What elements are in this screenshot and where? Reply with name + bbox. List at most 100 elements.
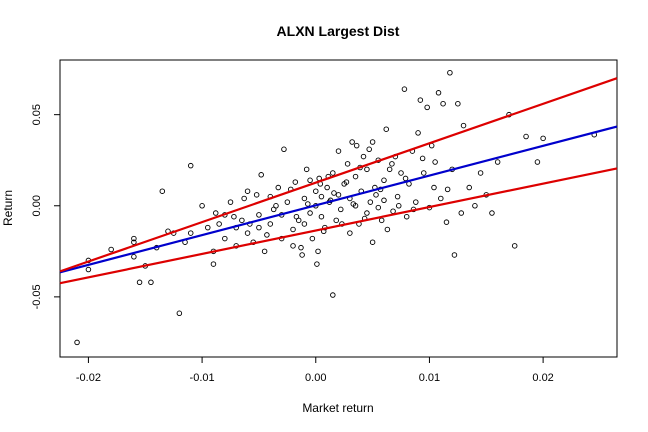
data-point xyxy=(324,184,330,191)
data-point xyxy=(444,186,451,193)
data-point xyxy=(216,221,222,227)
data-point xyxy=(74,339,80,346)
data-point xyxy=(307,177,313,184)
data-point xyxy=(131,254,137,260)
x-tick-label: 0.02 xyxy=(532,372,553,384)
data-point xyxy=(318,193,325,200)
data-point xyxy=(494,159,501,165)
data-point xyxy=(375,204,382,211)
data-point xyxy=(284,199,291,205)
data-point xyxy=(313,188,319,194)
data-point xyxy=(349,139,355,145)
data-point xyxy=(331,190,337,196)
data-point xyxy=(244,188,251,194)
data-point xyxy=(466,184,472,191)
data-point xyxy=(431,184,437,191)
chart-title: ALXN Largest Dist xyxy=(277,23,400,39)
data-point xyxy=(330,170,336,176)
data-point xyxy=(335,192,342,198)
data-point xyxy=(378,217,385,224)
data-point xyxy=(389,161,395,167)
x-tick-label: 0.00 xyxy=(305,372,326,384)
data-point xyxy=(267,221,274,227)
data-point xyxy=(309,235,316,242)
data-point xyxy=(338,206,344,213)
data-point xyxy=(187,230,194,236)
data-point xyxy=(212,210,219,216)
data-point xyxy=(275,184,282,191)
data-point xyxy=(366,146,372,153)
data-point xyxy=(199,203,205,209)
data-point xyxy=(222,235,228,242)
data-point xyxy=(477,170,484,176)
data-point xyxy=(231,213,237,220)
data-point xyxy=(424,104,430,111)
data-point xyxy=(534,159,541,165)
data-point xyxy=(458,210,465,216)
data-point xyxy=(419,155,426,162)
data-point xyxy=(451,252,458,258)
data-point xyxy=(373,192,379,198)
data-point xyxy=(489,210,495,216)
x-tick-label: -0.02 xyxy=(76,372,101,384)
data-point xyxy=(369,239,376,245)
data-point xyxy=(333,217,339,224)
x-axis-label: Market return xyxy=(302,401,373,415)
data-point xyxy=(108,246,114,253)
data-point xyxy=(85,266,92,273)
data-point xyxy=(401,86,408,92)
data-point xyxy=(438,195,444,202)
y-tick-label: 0.05 xyxy=(31,104,43,125)
x-axis: -0.02 -0.01 0.00 0.01 0.02 xyxy=(76,357,554,384)
data-point xyxy=(290,243,296,249)
data-point xyxy=(347,230,353,236)
data-point xyxy=(258,172,264,178)
data-point xyxy=(421,170,427,176)
data-point xyxy=(159,188,166,194)
data-point xyxy=(413,199,419,205)
data-point xyxy=(303,166,310,173)
data-point xyxy=(315,248,321,255)
data-point xyxy=(136,279,143,286)
data-point xyxy=(353,142,360,149)
data-point xyxy=(390,208,396,214)
data-point xyxy=(239,217,245,224)
y-axis: -0.05 0.00 0.05 xyxy=(31,104,60,309)
data-point xyxy=(205,224,211,231)
data-point xyxy=(472,203,478,209)
data-point xyxy=(523,133,529,140)
data-point xyxy=(281,146,287,153)
data-point xyxy=(210,261,217,267)
data-point xyxy=(298,244,304,251)
data-point xyxy=(360,153,367,160)
data-point xyxy=(301,195,308,202)
data-point xyxy=(270,206,277,213)
data-point xyxy=(352,173,359,180)
y-axis-label: Return xyxy=(1,190,15,226)
data-point xyxy=(131,239,137,245)
data-point xyxy=(253,192,260,198)
x-tick-label: -0.01 xyxy=(190,372,215,384)
data-point xyxy=(540,135,546,142)
data-point xyxy=(386,166,393,173)
data-point xyxy=(344,161,351,167)
data-point xyxy=(369,139,376,145)
data-point xyxy=(261,248,268,255)
data-point xyxy=(330,292,336,298)
regression-fit-line xyxy=(59,125,618,274)
data-point xyxy=(443,219,450,225)
data-point xyxy=(293,213,300,220)
data-point xyxy=(381,177,387,184)
data-point xyxy=(440,100,446,107)
data-point xyxy=(367,199,374,205)
data-point xyxy=(318,213,325,220)
data-point xyxy=(447,70,453,76)
data-point xyxy=(241,195,247,202)
data-point xyxy=(292,179,299,185)
data-point xyxy=(256,224,262,231)
y-tick-label: -0.05 xyxy=(31,284,43,309)
data-point xyxy=(187,162,194,169)
data-point xyxy=(402,175,409,182)
data-point xyxy=(383,126,389,132)
data-point xyxy=(227,199,234,205)
